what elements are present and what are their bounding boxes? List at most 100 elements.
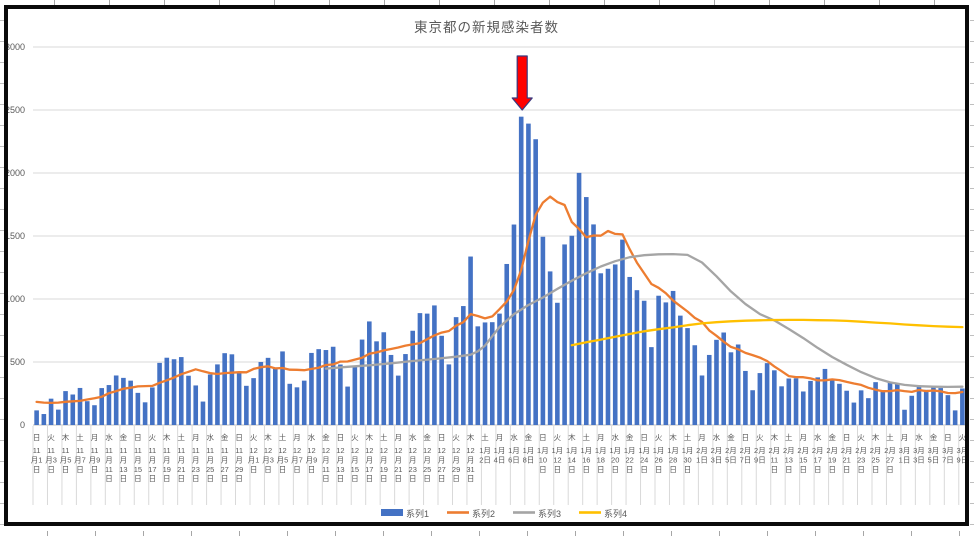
bar — [562, 244, 567, 425]
bar — [706, 354, 712, 425]
sheet-edge-top — [0, 0, 974, 5]
x-label-date-line: 日 — [814, 465, 822, 474]
x-label-weekday: 木 — [568, 432, 576, 442]
x-label-date-line: 12 — [351, 446, 359, 455]
x-label-date-line: 2月 — [884, 446, 896, 455]
x-label-weekday: 日 — [944, 433, 952, 442]
x-label-date-line: 12 — [423, 446, 431, 455]
x-label-weekday: 月 — [293, 433, 301, 442]
legend-label: 系列1 — [406, 508, 429, 519]
x-label-date-line: 月 — [235, 455, 243, 464]
x-label-date-line: 日 — [76, 465, 84, 474]
x-label-weekday: 土 — [684, 432, 692, 442]
bar — [301, 380, 307, 425]
x-label-date-line: 5日 — [928, 455, 940, 464]
bar — [410, 330, 416, 425]
x-label-date-line: 日 — [264, 465, 272, 474]
bar — [909, 395, 915, 425]
x-label-date-line: 2月 — [783, 446, 795, 455]
x-label-date-line: 23 — [192, 465, 200, 474]
legend-label: 系列2 — [472, 508, 495, 519]
bar — [533, 139, 538, 425]
x-label-date-line: 日 — [611, 465, 619, 474]
x-label-date-line: 3日 — [913, 455, 925, 464]
bar — [309, 352, 314, 425]
bar — [193, 385, 199, 425]
x-label-date-line: 日 — [120, 474, 128, 483]
legend-item[interactable]: 系列4 — [579, 508, 627, 519]
x-label-weekday: 金 — [727, 432, 735, 442]
x-label-weekday: 火 — [149, 433, 157, 442]
bar — [207, 374, 213, 425]
x-label-date-line: 5日 — [725, 455, 737, 464]
x-label-date-line: 日 — [380, 474, 388, 483]
legend-item[interactable]: 系列1 — [381, 508, 429, 519]
legend-item[interactable]: 系列2 — [447, 508, 495, 519]
x-label-weekday: 火 — [959, 433, 965, 442]
bar — [70, 394, 76, 425]
x-label-date-line: 月 — [322, 455, 330, 464]
x-label-date-line: 月7 — [74, 455, 86, 464]
x-label-date-line: 2月 — [711, 446, 723, 455]
x-label-date-line: 22 — [626, 455, 634, 464]
x-label-date-line: 2月 — [754, 446, 766, 455]
x-label-weekday: 火 — [554, 433, 562, 442]
x-label-date-line: 9日 — [957, 455, 965, 464]
bar — [294, 387, 300, 425]
x-label-date-line: 12 — [322, 446, 330, 455]
x-label-date-line: 日 — [33, 465, 41, 474]
x-label-date-line: 日 — [351, 474, 359, 483]
legend-swatch-line — [513, 511, 535, 514]
bar — [504, 263, 510, 425]
x-label-date-line: 2月 — [855, 446, 867, 455]
x-label-date-line: 月 — [105, 455, 113, 464]
bar — [750, 390, 755, 425]
x-label-date-line: 月 — [394, 455, 402, 464]
bars-series1[interactable] — [34, 116, 965, 425]
x-label-date-line: 日 — [62, 465, 70, 474]
bar — [945, 395, 951, 425]
x-label-date-line: 月3 — [262, 455, 274, 464]
x-label-date-line: 日 — [800, 465, 808, 474]
bar — [800, 391, 806, 425]
x-label-weekday: 水 — [206, 432, 214, 442]
x-label-date-line: 11 — [47, 446, 55, 455]
x-label-date-line: 2月 — [725, 446, 737, 455]
x-label-weekday: 水 — [915, 432, 923, 442]
bar — [641, 300, 647, 425]
x-label-date-line: 月 — [423, 455, 431, 464]
bar — [829, 380, 835, 425]
x-label-date-line: 月 — [206, 455, 214, 464]
x-label-date-line: 月1 — [31, 455, 43, 464]
x-label-date-line: 月7 — [291, 455, 303, 464]
x-label-date-line: 2月 — [841, 446, 853, 455]
x-label-date-line: 25 — [206, 465, 214, 474]
bar — [880, 390, 886, 425]
bar — [84, 401, 90, 425]
x-label-date-line: 29 — [452, 465, 460, 474]
legend-item[interactable]: 系列3 — [513, 508, 561, 519]
x-label-date-line: 日 — [91, 465, 99, 474]
bar — [952, 410, 958, 425]
bar — [381, 332, 387, 425]
x-label-date-line: 2月 — [870, 446, 882, 455]
x-label-weekday: 金 — [120, 432, 128, 442]
bar — [916, 385, 922, 425]
bar — [576, 172, 582, 425]
chart-frame[interactable]: 東京都の新規感染者数 050010001500200025003000日11月1… — [4, 5, 969, 526]
x-label-date-line: 2月 — [740, 446, 752, 455]
annotation-down-arrow — [511, 55, 533, 111]
x-label-date-line: 月 — [149, 455, 157, 464]
x-label-weekday: 金 — [322, 432, 330, 442]
bar — [63, 391, 68, 425]
bar — [815, 377, 821, 425]
bar — [938, 388, 943, 425]
x-label-weekday: 火 — [452, 433, 460, 442]
x-label-date-line: 23 — [409, 465, 417, 474]
bar — [323, 350, 329, 425]
x-label-date-line: 3月 — [913, 446, 925, 455]
x-label-date-line: 12 — [466, 446, 474, 455]
x-label-date-line: 17 — [148, 465, 156, 474]
x-label-date-line: 12 — [278, 446, 286, 455]
x-label-date-line: 1月 — [580, 446, 592, 455]
